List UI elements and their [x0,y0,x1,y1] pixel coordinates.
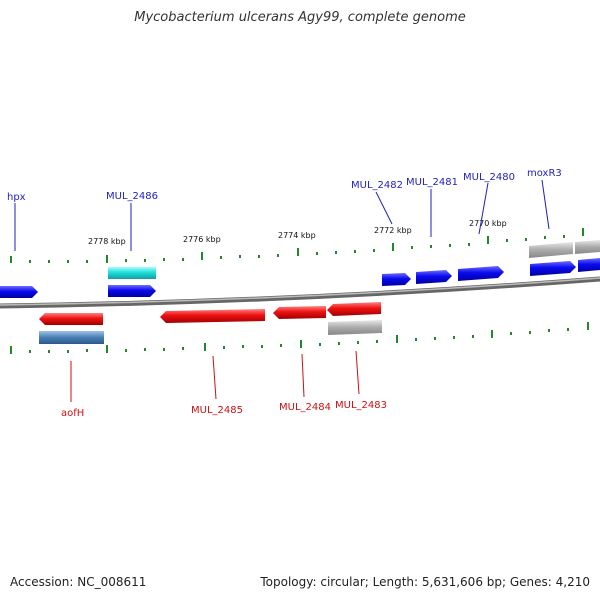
gene-mul-2481[interactable] [416,270,452,284]
label-moxR3: moxR3 [527,168,562,179]
gene-mul-2484[interactable] [273,306,326,319]
label-mul-2480: MUL_2480 [463,172,515,183]
gene-mul-2480[interactable] [458,266,504,281]
gene-hpx[interactable] [0,286,38,298]
gene-aofH[interactable] [39,313,103,325]
outer-tick-row [10,228,584,263]
scale-label-2774: 2774 kbp [278,231,316,240]
label-mul-2481: MUL_2481 [406,177,458,188]
genome-backbone-highlight [0,277,600,306]
map-title: Mycobacterium ulcerans Agy99, complete g… [134,10,466,25]
gene-mul-2485[interactable] [160,309,265,323]
accession-text: Accession: NC_008611 [10,575,147,589]
label-mul-2482: MUL_2482 [351,180,403,191]
reverse-features [39,302,382,344]
label-mul-2486: MUL_2486 [106,191,158,202]
forward-leaders [14,179,550,251]
scale-label-2770: 2770 kbp [469,219,507,228]
label-aofH: aofH [61,408,84,419]
inner-tick-row [10,322,589,354]
pseudo-moxR3-a[interactable] [529,242,573,258]
forward-features [0,240,600,298]
pseudo-moxR3-b[interactable] [575,240,600,254]
cds-aofH-other[interactable] [39,331,104,344]
pseudo-mul-2483[interactable] [328,320,382,335]
genome-backbone [0,276,600,309]
rna-mul-2486[interactable] [108,267,156,279]
genome-summary-text: Topology: circular; Length: 5,631,606 bp… [260,575,590,589]
label-mul-2483: MUL_2483 [335,400,387,411]
label-hpx: hpx [7,192,26,203]
gene-moxR3-edge[interactable] [578,258,600,272]
scale-label-2772: 2772 kbp [374,226,412,235]
scale-label-2778: 2778 kbp [88,237,126,246]
scale-label-2776: 2776 kbp [183,235,221,244]
label-mul-2484: MUL_2484 [279,402,331,413]
gene-mul-2482[interactable] [382,273,411,286]
gene-mul-2486[interactable] [108,285,156,297]
gene-moxR3[interactable] [530,261,576,276]
label-mul-2485: MUL_2485 [191,405,243,416]
gene-mul-2483[interactable] [327,302,381,316]
reverse-leaders [70,350,360,402]
